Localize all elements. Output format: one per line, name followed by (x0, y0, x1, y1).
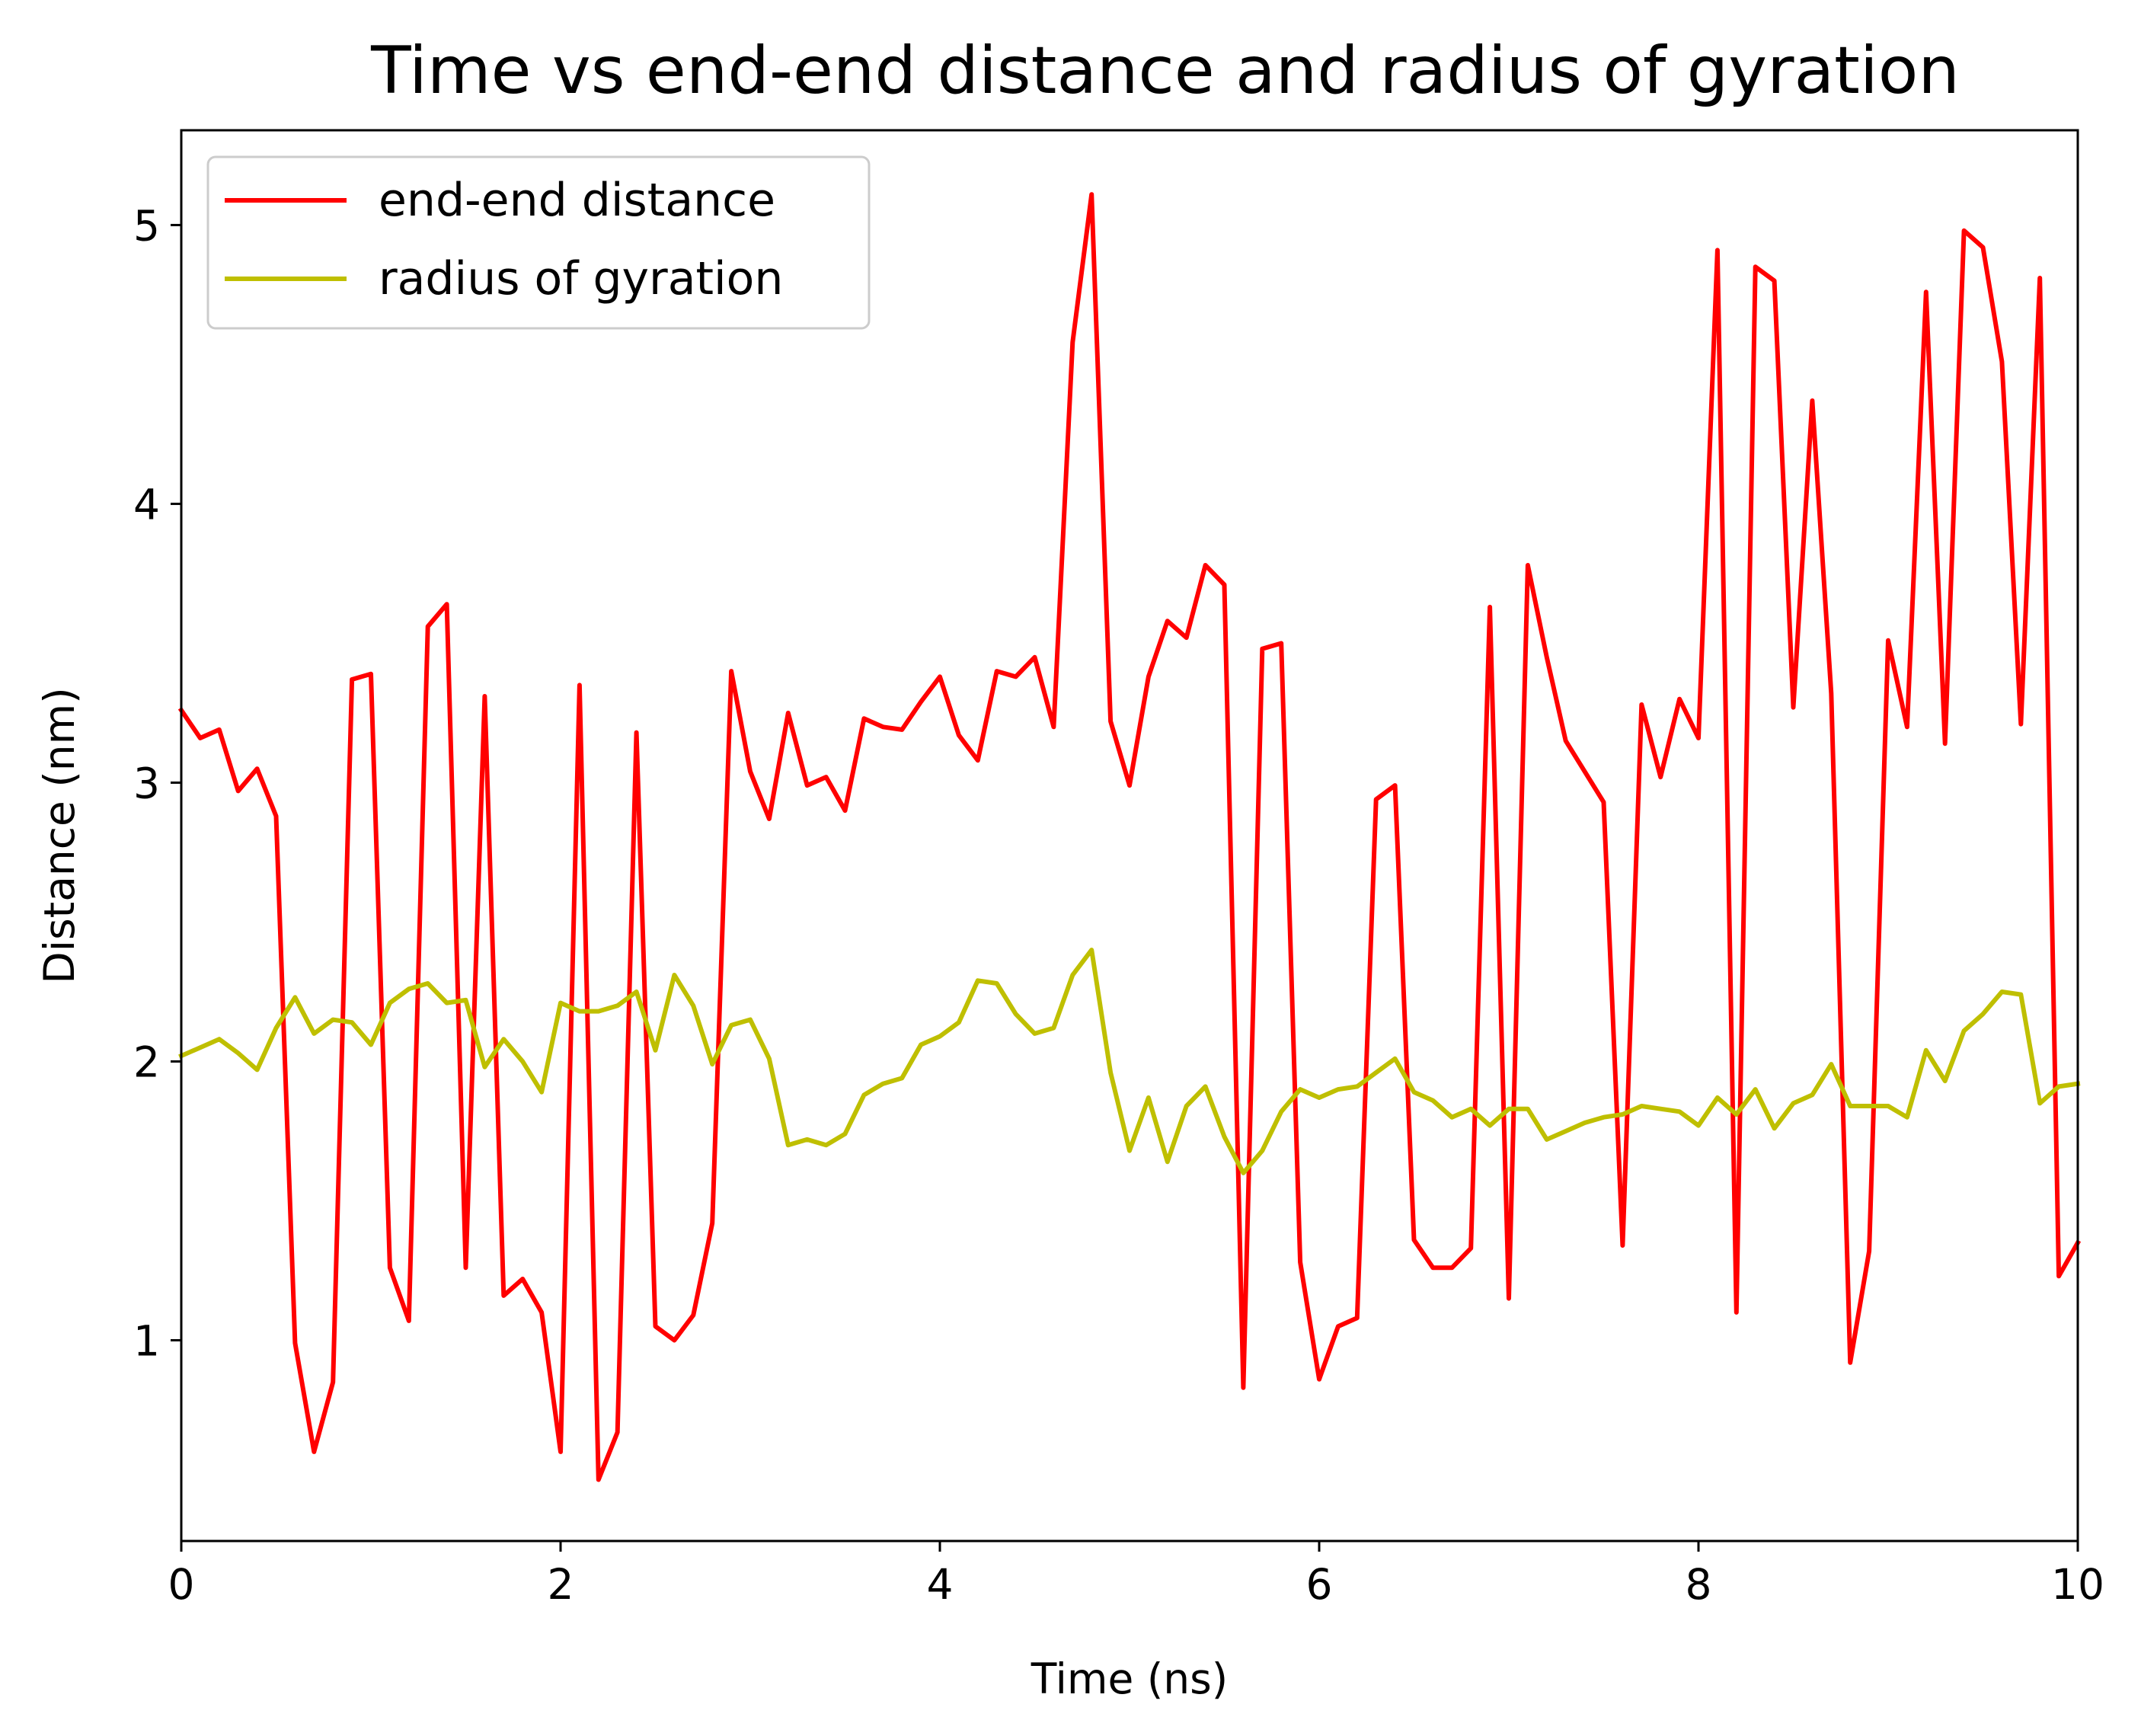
x-tick-label: 4 (927, 1560, 954, 1609)
legend-box (206, 155, 871, 330)
legend-label-radius-of-gyration: radius of gyration (379, 252, 783, 305)
legend-label-end-end-distance: end-end distance (379, 174, 775, 227)
y-tick-label: 5 (133, 201, 160, 250)
chart-title: Time vs end-end distance and radius of g… (370, 33, 1960, 109)
x-axis-label: Time (ns) (1031, 1654, 1229, 1703)
x-tick-label: 8 (1686, 1560, 1712, 1609)
y-axis: 1 2 3 4 5 (133, 201, 181, 1365)
y-tick-label: 1 (133, 1316, 160, 1365)
series-line-radius-of-gyration (178, 948, 2081, 1175)
y-tick-label: 2 (133, 1037, 160, 1086)
legend: end-end distance radius of gyration (206, 155, 871, 330)
x-tick-label: 10 (2051, 1560, 2104, 1609)
x-axis: 0 2 4 6 8 10 (168, 1541, 2104, 1609)
y-tick-label: 4 (133, 480, 160, 529)
series-line-end-end-distance (177, 192, 2082, 1482)
x-tick-label: 2 (548, 1560, 574, 1609)
y-tick-label: 3 (133, 759, 160, 807)
plot-frame (180, 129, 2079, 1543)
x-tick-label: 6 (1306, 1560, 1333, 1609)
y-axis-label: Distance (nm) (35, 687, 84, 983)
plot-area (177, 192, 2082, 1482)
x-tick-label: 0 (168, 1560, 195, 1609)
